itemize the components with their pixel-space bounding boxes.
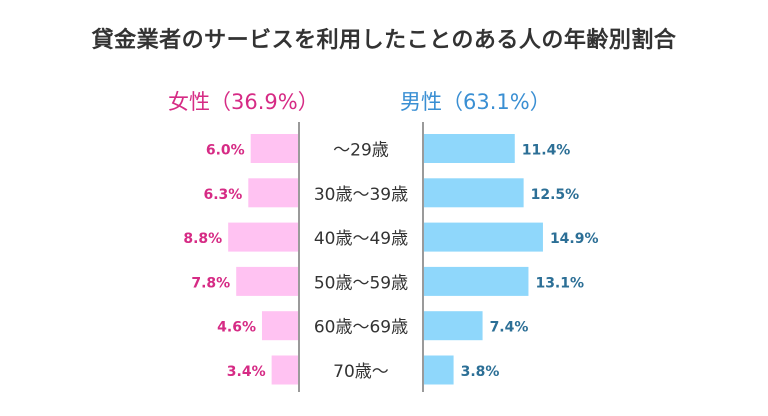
male-bar [423,266,529,296]
age-category-label: ～29歳 [333,141,389,161]
bars-group [228,134,543,385]
male-bar [423,222,543,252]
female-value-label: 6.3% [203,187,242,203]
male-value-label: 12.5% [531,187,580,203]
female-value-label: 6.0% [206,143,245,159]
female-bar [228,222,299,252]
female-value-label: 7.8% [191,275,230,291]
female-bar [250,134,299,163]
chart-title: 貸金業者のサービスを利用したことのある人の年齢別割合 [91,28,677,53]
male-value-label: 13.1% [535,275,584,291]
age-category-label: 30歳～39歳 [314,185,408,205]
male-value-label: 3.8% [461,364,500,380]
male-bar [423,355,454,385]
female-value-label: 4.6% [217,320,256,336]
legend-female: 女性（36.9%） [168,90,319,114]
labels-group: 6.0% 11.4% ～29歳 6.3% 12.5% 30歳～39歳 8.8% 14.9% 40… [183,141,598,383]
male-value-label: 7.4% [490,320,529,336]
age-category-label: 50歳～59歳 [314,273,408,293]
legend-male: 男性（63.1%） [400,90,551,114]
female-value-label: 3.4% [227,364,266,380]
male-bar [423,311,483,341]
male-value-label: 11.4% [522,143,571,159]
female-value-label: 8.8% [183,231,222,247]
female-bar [236,266,299,296]
age-category-label: 40歳～49歳 [314,229,408,249]
age-category-label: 70歳～ [333,362,389,382]
female-bar [261,311,299,341]
age-category-label: 60歳～69歳 [314,318,408,338]
male-bar [423,178,524,208]
female-bar [271,355,299,385]
male-bar [423,134,515,163]
male-value-label: 14.9% [550,231,599,247]
female-bar [248,178,299,208]
